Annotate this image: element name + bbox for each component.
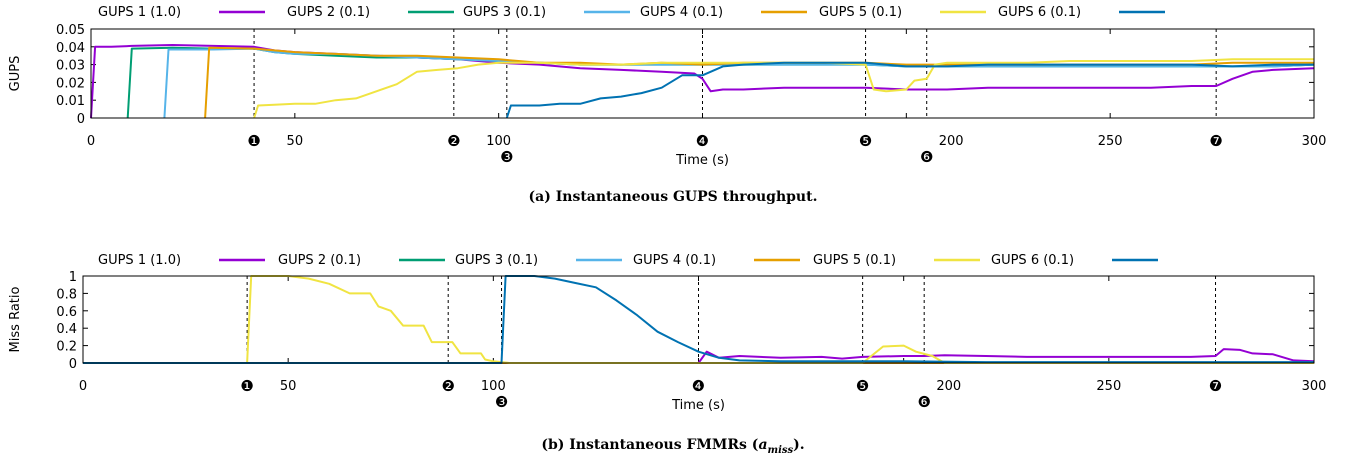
x-tick-label: 0 xyxy=(87,134,95,149)
legend-label: GUPS 2 (0.1) xyxy=(278,253,361,268)
chart-panel-throughput: GUPS 1 (1.0) GUPS 2 (0.1) GUPS 3 (0.1) GUPS… xyxy=(8,5,1326,168)
y-tick-label: 0.01 xyxy=(56,94,85,109)
chart-panel-miss-ratio: GUPS 1 (1.0) GUPS 2 (0.1) GUPS 3 (0.1) GUPS… xyxy=(8,253,1326,413)
x-tick-label: 50 xyxy=(287,134,304,149)
y-tick-label: 0.03 xyxy=(56,59,85,74)
y-tick-label: 0.04 xyxy=(56,41,85,56)
event-marker: ❹ xyxy=(692,377,705,395)
x-tick-label: 250 xyxy=(1098,134,1123,149)
event-marker: ❶ xyxy=(240,377,253,395)
series-line-2 xyxy=(126,46,1315,119)
series-line-1 xyxy=(90,44,1315,119)
x-tick-label: 0 xyxy=(79,379,87,394)
x-tick-label: 200 xyxy=(936,379,961,394)
event-marker: ❻ xyxy=(917,393,930,411)
x-axis-label: Time (s) xyxy=(675,153,729,168)
legend-label: GUPS 5 (0.1) xyxy=(813,253,896,268)
x-axis-label: Time (s) xyxy=(671,398,725,413)
event-marker: ❸ xyxy=(495,393,508,411)
event-marker: ❺ xyxy=(856,377,869,395)
legend-label: GUPS 6 (0.1) xyxy=(991,253,1074,268)
y-axis-label: Miss Ratio xyxy=(8,287,23,353)
y-tick-label: 0.8 xyxy=(56,287,77,302)
y-tick-label: 0.05 xyxy=(56,23,85,38)
x-tick-label: 100 xyxy=(486,134,511,149)
y-tick-label: 0.02 xyxy=(56,76,85,91)
legend-label: GUPS 4 (0.1) xyxy=(633,253,716,268)
legend-label: GUPS 3 (0.1) xyxy=(463,5,546,20)
caption-b-var: a xyxy=(758,437,767,453)
legend-label: GUPS 2 (0.1) xyxy=(287,5,370,20)
y-tick-label: 0.4 xyxy=(56,322,77,337)
legend-label: GUPS 6 (0.1) xyxy=(998,5,1081,20)
event-marker: ❷ xyxy=(447,132,460,150)
series-line-5 xyxy=(253,58,1314,119)
event-marker: ❸ xyxy=(500,148,513,166)
series-line-6 xyxy=(505,61,1314,119)
caption-b-prefix: (b) Instantaneous FMMRs ( xyxy=(541,437,758,453)
event-marker: ❷ xyxy=(441,377,454,395)
x-tick-label: 300 xyxy=(1302,379,1327,394)
y-axis-label: GUPS xyxy=(8,56,23,92)
y-tick-label: 1 xyxy=(69,270,77,285)
series-line-3 xyxy=(163,47,1315,119)
event-marker: ❺ xyxy=(859,132,872,150)
x-tick-label: 250 xyxy=(1096,379,1121,394)
legend-label: GUPS 5 (0.1) xyxy=(819,5,902,20)
legend-label: GUPS 1 (1.0) xyxy=(98,253,181,268)
series-line-5 xyxy=(246,275,1314,364)
legend-label: GUPS 1 (1.0) xyxy=(98,5,181,20)
legend-label: GUPS 3 (0.1) xyxy=(455,253,538,268)
legend-label: GUPS 4 (0.1) xyxy=(640,5,723,20)
event-marker: ❹ xyxy=(696,132,709,150)
x-tick-label: 100 xyxy=(481,379,506,394)
x-tick-label: 50 xyxy=(280,379,297,394)
y-tick-label: 0.6 xyxy=(56,305,77,320)
event-marker: ❻ xyxy=(920,148,933,166)
caption-a: (a) Instantaneous GUPS throughput. xyxy=(529,189,818,205)
caption-b-suffix: ). xyxy=(793,437,805,453)
plot-frame xyxy=(90,28,1315,119)
caption-b: (b) Instantaneous FMMRs (amiss). xyxy=(541,437,804,456)
x-tick-label: 200 xyxy=(939,134,964,149)
event-marker: ❼ xyxy=(1209,377,1222,395)
event-marker: ❼ xyxy=(1209,132,1222,150)
x-tick-label: 300 xyxy=(1302,134,1327,149)
y-tick-label: 0.2 xyxy=(56,340,77,355)
plot-frame xyxy=(82,275,1315,364)
caption-b-subscript: miss xyxy=(768,445,794,456)
y-tick-label: 0 xyxy=(69,357,77,372)
event-marker: ❶ xyxy=(247,132,260,150)
y-tick-label: 0 xyxy=(77,112,85,127)
